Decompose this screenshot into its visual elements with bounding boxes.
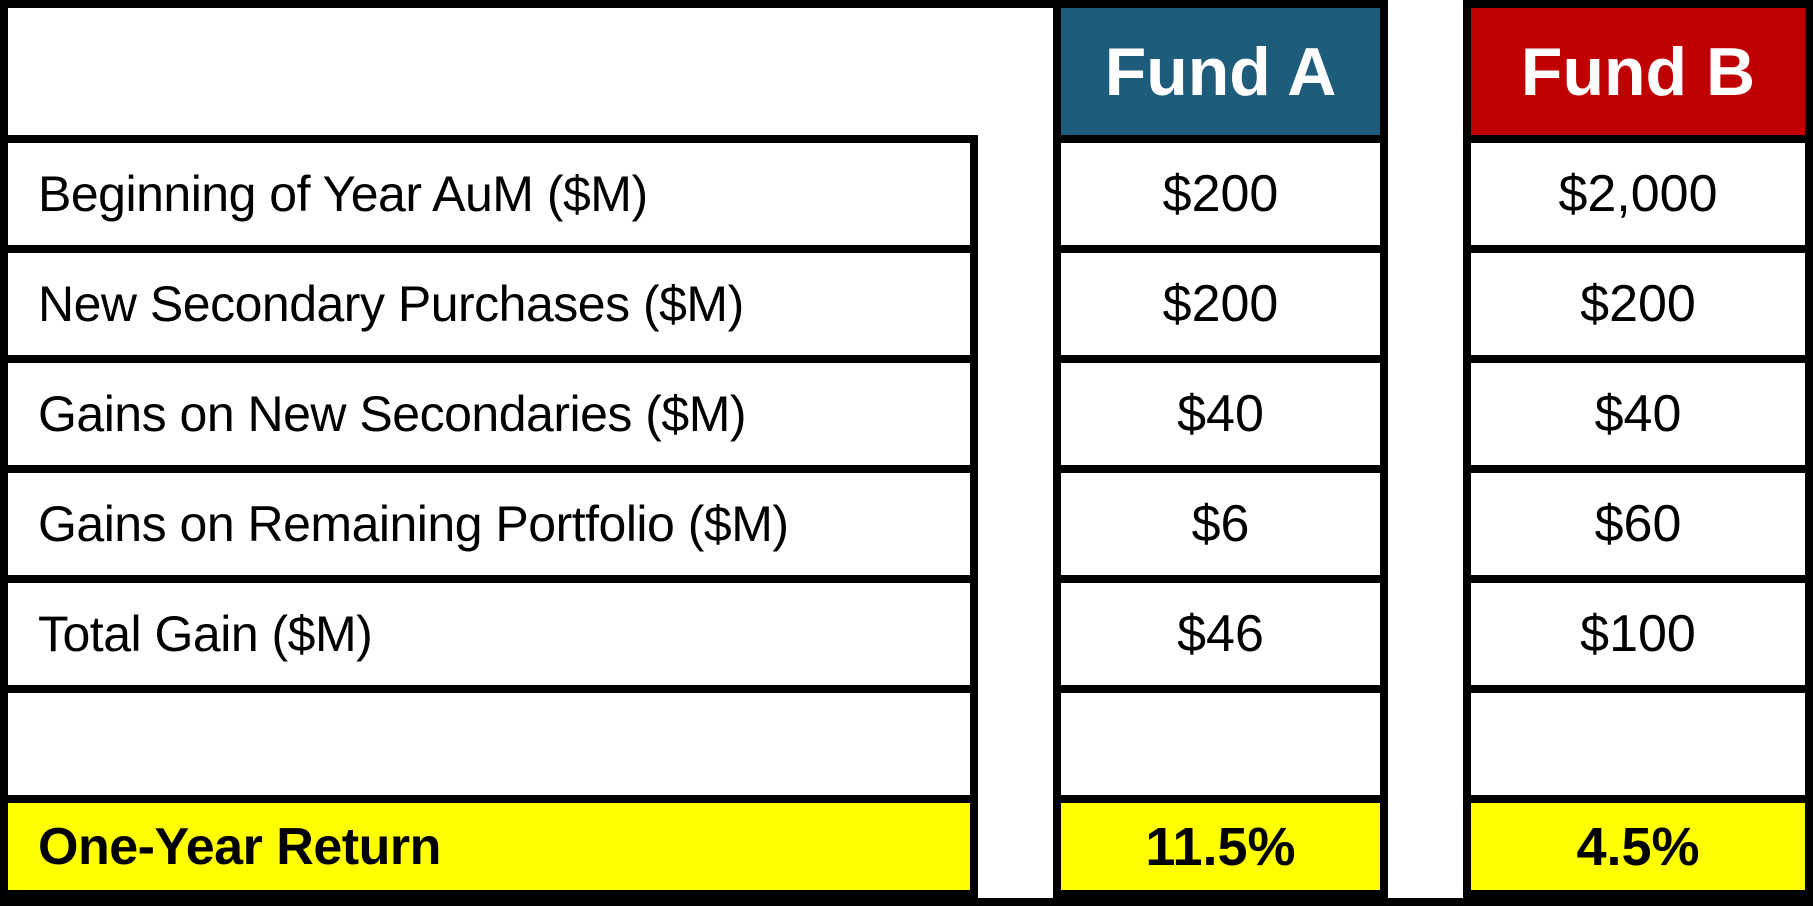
fund-a-gains-remaining-portfolio: $6 xyxy=(1061,465,1380,575)
bottom-border-bar xyxy=(0,898,1813,906)
fund-b-column: Fund B $2,000 $200 $40 $60 $100 4.5% xyxy=(1463,0,1813,898)
fund-a-spacer-cell xyxy=(1061,685,1380,795)
row-label-beginning-aum: Beginning of Year AuM ($M) xyxy=(38,166,648,222)
fund-b-spacer-cell xyxy=(1471,685,1805,795)
fund-a-beginning-aum: $200 xyxy=(1061,135,1380,245)
row-label-spacer xyxy=(8,685,970,795)
fund-b-header: Fund B xyxy=(1471,8,1805,135)
row-label-gains-remaining-portfolio: Gains on Remaining Portfolio ($M) xyxy=(8,465,970,575)
row-label-new-secondary-purchases: New Secondary Purchases ($M) xyxy=(8,245,970,355)
fund-b-beginning-aum: $2,000 xyxy=(1471,135,1805,245)
row-label-total-gain: Total Gain ($M) xyxy=(8,575,970,685)
fund-a-new-secondary-purchases: $200 xyxy=(1061,245,1380,355)
fund-a-gains-new-secondaries: $40 xyxy=(1061,355,1380,465)
fund-a-total-gain: $46 xyxy=(1061,575,1380,685)
fund-a-one-year-return: 11.5% xyxy=(1061,795,1380,890)
row-label-one-year-return: One-Year Return xyxy=(8,795,970,890)
fund-b-gains-remaining-portfolio: $60 xyxy=(1471,465,1805,575)
fund-b-gains-new-secondaries: $40 xyxy=(1471,355,1805,465)
fund-b-new-secondary-purchases: $200 xyxy=(1471,245,1805,355)
fund-b-one-year-return: 4.5% xyxy=(1471,795,1805,890)
row-label-column: Beginning of Year AuM ($M) New Secondary… xyxy=(0,135,978,898)
fund-a-header: Fund A xyxy=(1061,8,1380,135)
row-label-gains-new-secondaries: Gains on New Secondaries ($M) xyxy=(8,355,970,465)
fund-a-column: Fund A $200 $200 $40 $6 $46 11.5% xyxy=(1053,0,1388,898)
fund-b-total-gain: $100 xyxy=(1471,575,1805,685)
top-border-bar xyxy=(0,0,1053,8)
